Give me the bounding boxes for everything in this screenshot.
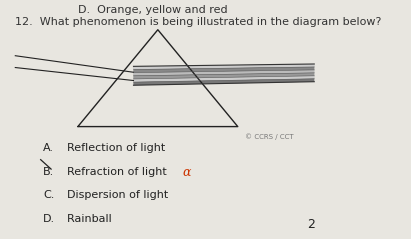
Text: D.: D.: [43, 214, 55, 224]
Polygon shape: [134, 76, 314, 82]
Text: α: α: [182, 166, 191, 179]
Polygon shape: [134, 67, 314, 73]
Text: © CCRS / CCT: © CCRS / CCT: [245, 134, 293, 140]
Polygon shape: [134, 79, 314, 85]
Text: D.  Orange, yellow and red: D. Orange, yellow and red: [78, 5, 228, 15]
Polygon shape: [134, 64, 314, 85]
Text: Refraction of light: Refraction of light: [60, 167, 167, 177]
Text: Reflection of light: Reflection of light: [60, 143, 166, 153]
Text: C.: C.: [43, 190, 55, 200]
Polygon shape: [134, 70, 314, 76]
Text: 2: 2: [307, 217, 315, 231]
Text: 12.  What phenomenon is being illustrated in the diagram below?: 12. What phenomenon is being illustrated…: [15, 17, 382, 27]
Polygon shape: [134, 73, 314, 79]
Text: Rainball: Rainball: [60, 214, 112, 224]
Text: B.: B.: [43, 167, 54, 177]
Text: Dispersion of light: Dispersion of light: [60, 190, 169, 200]
Text: A.: A.: [43, 143, 54, 153]
Polygon shape: [134, 64, 314, 70]
